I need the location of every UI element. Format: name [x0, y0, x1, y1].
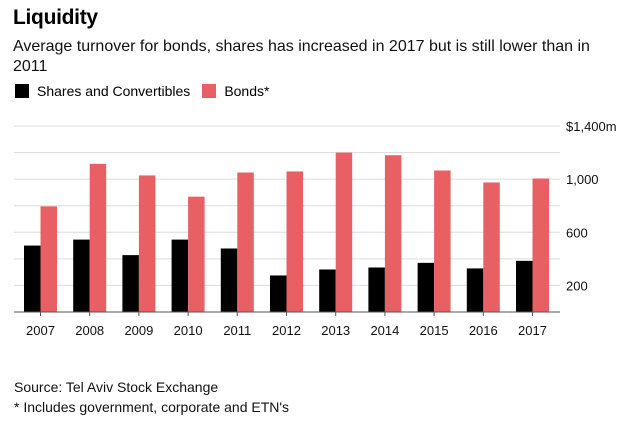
y-axis-labels: $1,400m 1,000 600 200 [566, 119, 617, 293]
footnote: * Includes government, corporate and ETN… [14, 399, 290, 415]
x-tick-label: 2013 [321, 323, 350, 338]
bar-shares [122, 255, 139, 312]
legend-swatch-bonds [202, 84, 217, 98]
bar-bonds [532, 178, 549, 312]
legend-label-shares: Shares and Convertibles [37, 83, 191, 99]
legend: Shares and Convertibles Bonds* [15, 83, 281, 99]
legend-item-bonds: Bonds* [202, 83, 269, 99]
bar-shares [270, 275, 287, 312]
bar-shares [171, 239, 189, 312]
legend-item-shares: Shares and Convertibles [15, 83, 190, 99]
x-tick-label: 2009 [124, 323, 153, 338]
bar-shares [516, 260, 533, 312]
x-tick-label: 2015 [420, 323, 449, 338]
x-tick-label: 2014 [370, 323, 399, 338]
bar-bonds [40, 206, 57, 312]
bar-shares [24, 245, 41, 312]
bar-bonds [188, 196, 205, 312]
y-tick-label: $1,400m [566, 119, 617, 134]
bar-shares [220, 248, 238, 312]
x-axis [14, 311, 560, 316]
bar-shares [73, 239, 90, 312]
y-tick-label: 200 [566, 278, 588, 293]
legend-swatch-shares [15, 84, 29, 98]
bar-bonds [138, 175, 156, 312]
y-tick-label: 1,000 [566, 172, 599, 187]
legend-label-bonds: Bonds* [224, 83, 270, 99]
bar-bonds [434, 170, 451, 312]
x-tick-label: 2017 [518, 323, 547, 338]
bar-bonds [384, 155, 402, 312]
bar-shares [368, 267, 385, 312]
bar-shares [417, 262, 435, 312]
bar-bonds [237, 172, 254, 312]
bar-bonds [286, 171, 303, 312]
bars [24, 152, 549, 312]
bar-shares [319, 269, 336, 312]
x-tick-label: 2010 [174, 323, 203, 338]
bar-shares [466, 268, 484, 312]
x-tick-label: 2016 [469, 323, 498, 338]
footer: Source: Tel Aviv Stock Exchange * Includ… [14, 377, 289, 417]
x-tick-label: 2012 [272, 323, 301, 338]
source-note: Source: Tel Aviv Stock Exchange [14, 379, 219, 395]
x-tick-label: 2007 [26, 323, 55, 338]
bar-bonds [483, 182, 500, 312]
x-axis-labels: 2007 2008 2009 2010 2011 2012 2013 2014 2015 2016… [26, 323, 547, 338]
bar-bonds [89, 163, 107, 312]
x-tick-label: 2008 [75, 323, 104, 338]
chart-subtitle: Average turnover for bonds, shares has i… [13, 38, 590, 75]
x-tick-label: 2011 [223, 323, 251, 338]
y-tick-label: 600 [566, 225, 588, 240]
chart-title: Liquidity [13, 6, 98, 29]
bar-bonds [335, 152, 353, 312]
